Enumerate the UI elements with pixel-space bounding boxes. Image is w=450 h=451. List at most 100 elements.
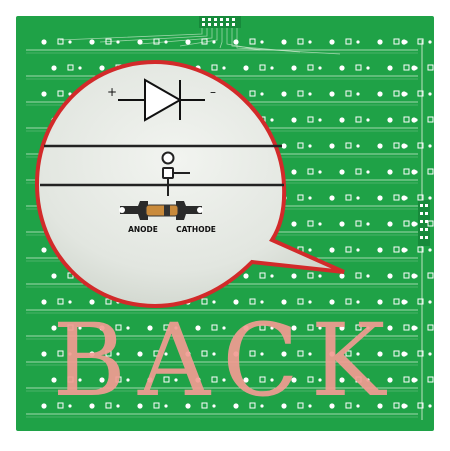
- via: [377, 299, 383, 305]
- via: [281, 143, 287, 149]
- pad: [249, 38, 256, 45]
- via: [329, 195, 335, 201]
- via: [356, 196, 360, 200]
- pad: [105, 298, 112, 305]
- pad: [403, 376, 410, 383]
- via: [438, 378, 442, 382]
- pad: [259, 324, 266, 331]
- trace-line: [219, 28, 223, 49]
- via: [41, 247, 47, 253]
- via: [308, 196, 312, 200]
- via: [318, 378, 322, 382]
- via: [318, 118, 322, 122]
- trace-line: [236, 28, 341, 55]
- via: [233, 351, 239, 357]
- trace-line: [139, 28, 213, 45]
- via: [377, 91, 383, 97]
- via: [428, 248, 432, 252]
- pad: [417, 402, 424, 409]
- via: [89, 39, 95, 45]
- pad: [393, 298, 400, 305]
- pad: [345, 402, 352, 409]
- side-label: BACK: [53, 302, 398, 419]
- via: [51, 377, 57, 383]
- pad: [393, 350, 400, 357]
- via: [195, 377, 201, 383]
- pad: [297, 38, 304, 45]
- via: [339, 273, 345, 279]
- pad: [67, 272, 74, 279]
- pad: [345, 194, 352, 201]
- plus-label: +: [107, 85, 117, 99]
- pad: [355, 324, 362, 331]
- via: [68, 404, 72, 408]
- pad: [427, 272, 434, 279]
- via: [116, 352, 120, 356]
- pad: [417, 142, 424, 149]
- pad: [201, 38, 208, 45]
- via: [116, 404, 120, 408]
- pad: [163, 376, 170, 383]
- via: [401, 403, 407, 409]
- pad: [403, 168, 410, 175]
- via: [291, 169, 297, 175]
- trace-line: [179, 28, 218, 47]
- trace-line: [226, 28, 261, 51]
- via: [401, 299, 407, 305]
- diode-band: [164, 205, 170, 216]
- via: [428, 300, 432, 304]
- pad: [427, 220, 434, 227]
- pad: [307, 376, 314, 383]
- via: [387, 377, 393, 383]
- pad: [105, 402, 112, 409]
- pad: [393, 246, 400, 253]
- pad: [427, 168, 434, 175]
- via: [438, 170, 442, 174]
- via: [411, 325, 417, 331]
- via: [377, 143, 383, 149]
- via: [377, 247, 383, 253]
- pad: [355, 272, 362, 279]
- pad: [393, 142, 400, 149]
- via: [281, 299, 287, 305]
- pad: [427, 376, 434, 383]
- via: [99, 65, 105, 71]
- pad: [67, 376, 74, 383]
- via: [78, 66, 82, 70]
- pad: [153, 350, 160, 357]
- via: [281, 91, 287, 97]
- via: [308, 248, 312, 252]
- via: [126, 378, 130, 382]
- via: [318, 274, 322, 278]
- via: [329, 39, 335, 45]
- pad: [67, 64, 74, 71]
- pad: [355, 376, 362, 383]
- pad: [57, 350, 64, 357]
- pad: [417, 194, 424, 201]
- via: [116, 40, 120, 44]
- via: [51, 273, 57, 279]
- via: [387, 221, 393, 227]
- header-connector: [199, 16, 241, 28]
- cathode-label: CATHODE: [176, 225, 216, 234]
- via: [185, 403, 191, 409]
- via: [291, 273, 297, 279]
- via: [329, 247, 335, 253]
- via: [366, 66, 370, 70]
- via: [438, 66, 442, 70]
- via: [366, 326, 370, 330]
- pad: [307, 324, 314, 331]
- pad: [355, 64, 362, 71]
- pad: [307, 116, 314, 123]
- pad: [211, 64, 218, 71]
- pad: [259, 376, 266, 383]
- trace-line: [59, 28, 203, 41]
- pad: [417, 38, 424, 45]
- via: [233, 39, 239, 45]
- via: [387, 273, 393, 279]
- via: [411, 117, 417, 123]
- via: [270, 274, 274, 278]
- pad: [427, 64, 434, 71]
- pad: [153, 402, 160, 409]
- pad: [115, 324, 122, 331]
